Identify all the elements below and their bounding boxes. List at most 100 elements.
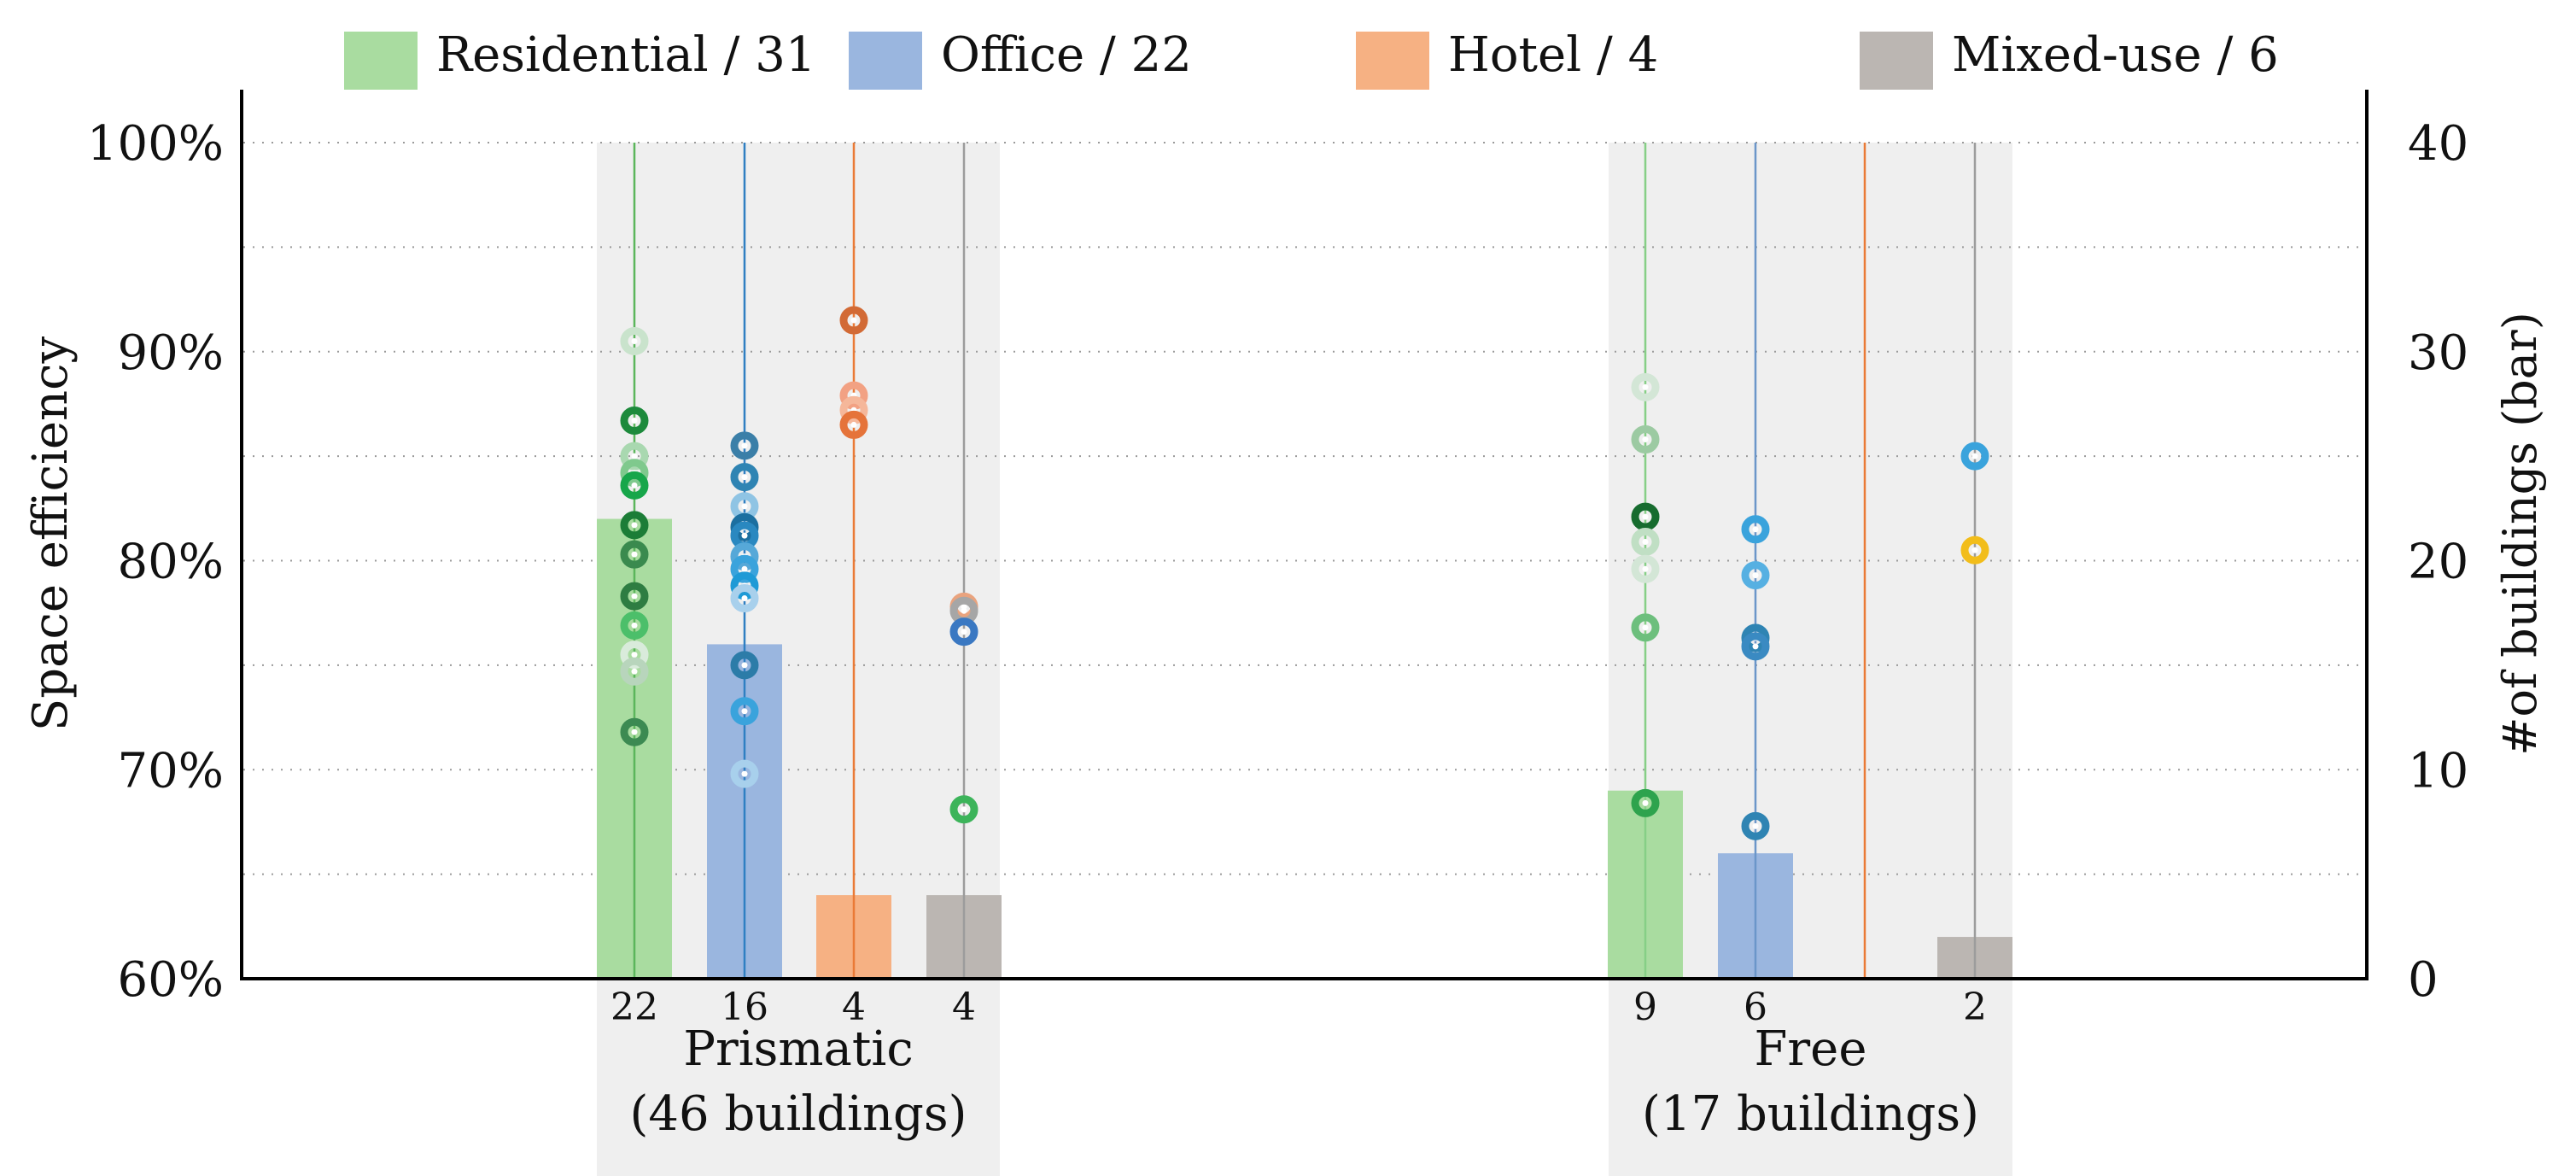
data-point <box>839 306 868 335</box>
data-point-center <box>631 482 638 489</box>
data-point-center <box>741 595 748 602</box>
y2-tick-label: 20 <box>2408 535 2468 590</box>
group-label-line2: (46 buildings) <box>630 1086 967 1142</box>
data-point-center <box>631 593 638 600</box>
data-point <box>1741 811 1770 840</box>
data-point-center <box>631 622 638 629</box>
data-point-center <box>1642 513 1649 520</box>
data-point <box>1631 554 1660 583</box>
count-labels: 22 16 4 4 9 6 2 <box>610 986 1987 1029</box>
data-point <box>620 611 649 640</box>
gridlines <box>243 142 2365 875</box>
data-point <box>839 395 868 424</box>
data-point-center <box>850 421 857 428</box>
data-point <box>1631 502 1660 531</box>
data-point <box>730 584 759 613</box>
legend-label: Residential / 31 <box>436 27 815 83</box>
data-point-center <box>741 565 748 572</box>
data-point-center <box>1642 624 1649 631</box>
data-point <box>1960 442 1989 471</box>
data-point-center <box>1642 799 1649 806</box>
legend: Residential / 31 Office / 22 Hotel / 4 Mixe… <box>344 27 2279 90</box>
count-label: 2 <box>1963 986 1987 1029</box>
y-tick-label: 60% <box>118 952 224 1008</box>
data-point <box>1741 515 1770 544</box>
legend-swatch <box>344 32 418 90</box>
data-point <box>620 582 649 611</box>
data-point <box>949 795 978 824</box>
data-point-center <box>961 629 967 635</box>
data-point <box>620 717 649 746</box>
data-point <box>620 471 649 500</box>
y2-tick-label: 10 <box>2408 743 2468 799</box>
data-point-center <box>1752 526 1759 533</box>
data-point-center <box>1642 436 1649 443</box>
data-point <box>839 381 868 410</box>
group-labels: Prismatic (46 buildings) Free (17 buildings… <box>630 1021 1979 1142</box>
data-point <box>1960 535 1989 565</box>
y-tick-label: 70% <box>118 743 224 799</box>
data-point-center <box>631 652 638 658</box>
y2-axis-title: #of buildings (bar) <box>2493 312 2547 756</box>
data-point-center <box>850 317 857 324</box>
y2-tick-label: 40 <box>2408 116 2468 172</box>
data-point-center <box>1752 822 1759 829</box>
data-point <box>730 431 759 460</box>
data-point <box>1631 372 1660 401</box>
data-point <box>1631 527 1660 556</box>
group-label-line2: (17 buildings) <box>1642 1086 1979 1142</box>
legend-label: Office / 22 <box>941 27 1192 83</box>
count-label: 6 <box>1744 986 1767 1029</box>
data-point <box>730 651 759 680</box>
data-point <box>730 697 759 726</box>
legend-label: Hotel / 4 <box>1448 27 1658 83</box>
count-label: 16 <box>721 986 768 1029</box>
data-point-center <box>741 532 748 539</box>
data-point <box>1631 613 1660 642</box>
count-label: 22 <box>610 986 658 1029</box>
data-point-center <box>741 770 748 777</box>
data-point <box>1741 632 1770 661</box>
data-point-center <box>631 418 638 424</box>
legend-swatch <box>1356 32 1429 90</box>
data-point-center <box>1642 538 1649 545</box>
data-point <box>620 407 649 436</box>
count-label: 4 <box>952 986 976 1029</box>
legend-label: Mixed-use / 6 <box>1952 27 2279 83</box>
data-point-center <box>631 728 638 735</box>
data-point <box>730 463 759 492</box>
data-point <box>1631 788 1660 817</box>
legend-swatch <box>1860 32 1933 90</box>
y2-tick-label: 30 <box>2408 325 2468 381</box>
data-point-center <box>631 551 638 558</box>
data-point-center <box>1971 453 1978 459</box>
data-point <box>1631 425 1660 454</box>
count-label: 9 <box>1633 986 1657 1029</box>
data-point-center <box>1642 383 1649 390</box>
data-point <box>1741 561 1770 590</box>
vertical-lines-layer <box>633 143 1977 979</box>
data-point-center <box>741 662 748 669</box>
data-point-center <box>1971 547 1978 553</box>
y-ticks: 60% 70% 80% 90% 100% <box>87 116 224 1008</box>
data-point-center <box>631 522 638 529</box>
y-tick-label: 90% <box>118 325 224 381</box>
data-point <box>620 511 649 540</box>
data-point-center <box>961 603 967 610</box>
y-axis-title: Space efficiency <box>23 336 79 732</box>
data-point-center <box>631 338 638 345</box>
data-point <box>839 410 868 439</box>
data-point-center <box>961 607 967 614</box>
group-background-layer <box>597 143 2012 1176</box>
data-point <box>730 759 759 788</box>
data-point <box>620 540 649 569</box>
y-tick-label: 80% <box>118 535 224 590</box>
group-background-1 <box>1609 143 2012 1176</box>
y-tick-label: 100% <box>87 116 224 172</box>
legend-swatch <box>849 32 922 90</box>
data-point-center <box>631 453 638 459</box>
y2-tick-label: 0 <box>2408 952 2439 1008</box>
data-point-center <box>741 708 748 715</box>
data-point-center <box>1752 643 1759 650</box>
data-point-center <box>631 668 638 675</box>
